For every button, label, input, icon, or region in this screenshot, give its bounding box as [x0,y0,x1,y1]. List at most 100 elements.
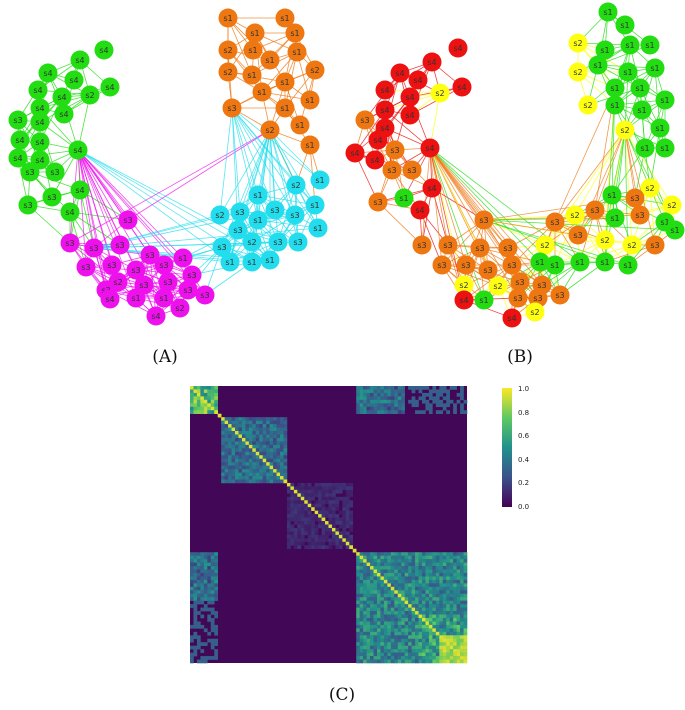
graph-node-label: s3 [47,193,56,202]
graph-node-label: s4 [370,156,379,165]
graph-edge [204,261,253,296]
heatmap-cell [456,576,461,581]
graph-node-label: s3 [360,116,369,125]
heatmap-cell [203,399,208,404]
heatmap-cell [376,638,381,643]
heatmap-cell [349,500,354,505]
graph-node: s1 [305,195,325,215]
heatmap-cell [286,524,291,529]
heatmap-cell [359,611,364,615]
heatmap-cell [376,604,381,608]
graph-node-label: s4 [380,86,389,95]
graph-node-label: s1 [159,294,168,303]
heatmap-cell [439,576,444,581]
heatmap-cell [363,572,367,577]
heatmap-cell [335,482,340,487]
heatmap-cell [214,403,218,408]
heatmap-cell [255,444,260,449]
heatmap-cell [456,604,461,608]
heatmap-cell [241,437,246,442]
heatmap-cell [460,638,464,643]
heatmap-cell [456,399,461,404]
heatmap-cell [259,437,264,442]
graph-node: s1 [394,188,414,208]
heatmap-cell [373,597,378,601]
graph-node-circle [452,77,472,97]
heatmap-cell [248,451,253,456]
heatmap-cell [449,621,454,626]
heatmap-cell [387,559,392,563]
heatmap-cell [210,403,215,408]
heatmap-cell [200,576,205,581]
heatmap-cell [328,503,333,508]
heatmap-cell [356,631,360,636]
heatmap-cell [328,541,333,546]
heatmap-cell [376,555,381,560]
heatmap-cell [314,517,319,522]
heatmap-cell [342,517,347,522]
heatmap-cell [342,531,347,536]
heatmap-cell [345,507,350,511]
heatmap-cell [255,437,260,442]
graph-node: s2 [578,95,598,115]
heatmap-cell [411,604,416,608]
heatmap-cell [439,559,444,563]
heatmap-cell [224,455,229,460]
graph-node-circle [402,160,422,180]
heatmap-cell [363,389,367,394]
heatmap-cell [460,621,464,626]
graph-node: s3 [432,255,452,275]
heatmap-cell [456,583,461,588]
heatmap-cell [321,538,326,543]
heatmap-cell [370,392,374,397]
heatmap-cell [401,572,405,577]
heatmap-cell [363,614,367,619]
graph-node: s2 [260,120,280,140]
graph-node: s4 [8,148,28,168]
heatmap-cell [460,406,464,411]
heatmap-cell [307,503,312,508]
graph-node: s4 [30,112,50,132]
heatmap-cell [224,427,229,432]
graph-node-circle [285,23,305,43]
heatmap-cell [238,476,243,480]
heatmap-cell [370,642,374,646]
heatmap-cell [245,469,250,473]
heatmap-cell [248,420,253,425]
graph-node: s1 [588,55,608,75]
heatmap-cell [266,472,270,477]
graph-node: s1 [220,252,240,272]
graph-node-label: s3 [145,251,154,260]
graph-node-circle [243,40,263,60]
heatmap-cell [207,586,212,591]
heatmap-cell [210,389,215,394]
graph-node: s3 [76,257,96,277]
graph-node: s3 [385,140,405,160]
heatmap-cell [245,441,250,446]
heatmap-cell [408,642,412,646]
heatmap-cell [383,614,388,619]
heatmap-cell [366,590,371,595]
heatmap-cell [453,566,457,570]
heatmap-cell [446,410,450,414]
heatmap-cell [411,552,416,556]
heatmap-cell [380,642,385,646]
heatmap-cell [456,611,461,615]
heatmap-cell [428,590,433,595]
heatmap-cell [231,441,236,446]
heatmap-cell [435,600,440,605]
heatmap-cell [456,652,461,657]
heatmap-cell [428,572,433,577]
heatmap-cell [370,562,374,567]
heatmap-cell [401,642,405,646]
graph-node-circle [578,95,598,115]
heatmap-cell [435,656,440,660]
heatmap-cell [300,541,305,546]
heatmap-cell [401,389,405,394]
heatmap-cell [439,611,444,615]
heatmap-cell [366,576,371,581]
heatmap-cell [238,427,243,432]
graph-edge [421,147,431,246]
heatmap-cell [370,579,374,584]
heatmap-cell [318,521,322,525]
